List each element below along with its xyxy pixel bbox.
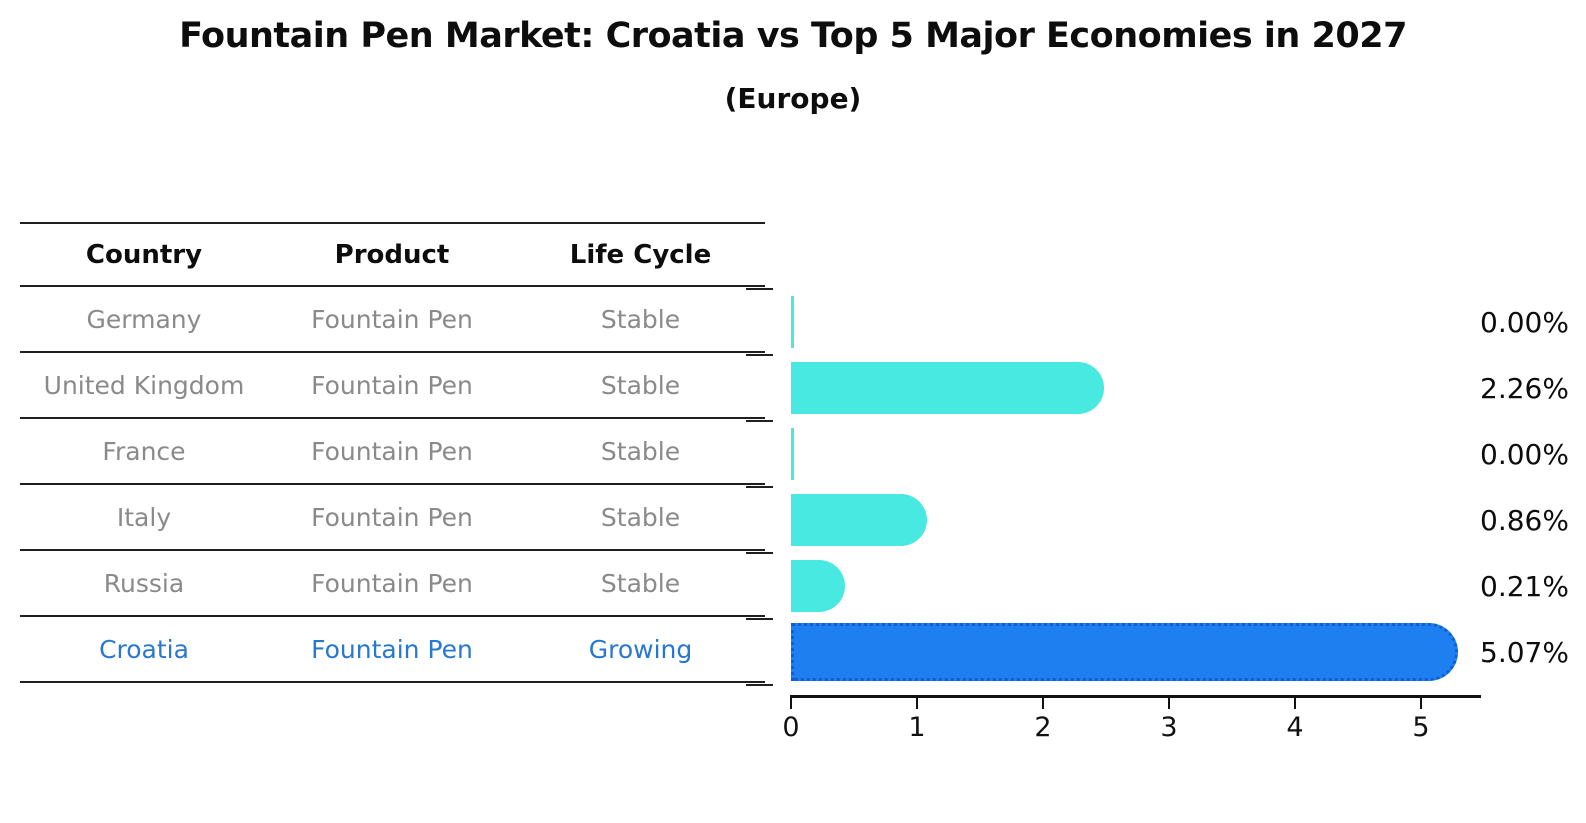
bar-value-label: 2.26%: [1480, 371, 1569, 405]
x-axis-tick-label: 1: [908, 712, 926, 743]
table-row: Italy Fountain Pen Stable: [20, 485, 765, 551]
y-axis-tick: [746, 552, 773, 554]
x-axis-tick: [790, 698, 792, 709]
cell-country: Germany: [86, 304, 202, 334]
table-row-highlighted: Croatia Fountain Pen Growing: [20, 617, 765, 683]
cell-product: Fountain Pen: [311, 634, 473, 664]
y-axis-tick: [746, 684, 773, 686]
cell-country: Croatia: [99, 634, 189, 664]
x-axis-tick: [1168, 698, 1170, 709]
cell-country: Russia: [103, 568, 185, 598]
y-axis-tick: [746, 354, 773, 356]
bar-united-kingdom: [791, 362, 1104, 414]
y-axis-tick: [746, 288, 773, 290]
cell-country: France: [102, 436, 186, 466]
page-subtitle: (Europe): [724, 82, 862, 115]
bar-value-label: 0.21%: [1480, 569, 1569, 603]
bar-russia: [791, 560, 845, 612]
table-row: Russia Fountain Pen Stable: [20, 551, 765, 617]
bar-value-label: 5.07%: [1480, 635, 1569, 669]
bar-value-label: 0.00%: [1480, 305, 1569, 339]
cell-product: Fountain Pen: [311, 370, 473, 400]
table-row: France Fountain Pen Stable: [20, 419, 765, 485]
x-axis-tick-label: 5: [1412, 712, 1430, 743]
cell-product: Fountain Pen: [311, 304, 473, 334]
cell-life-cycle: Stable: [600, 370, 681, 400]
table-row: United Kingdom Fountain Pen Stable: [20, 353, 765, 419]
x-axis-tick-label: 3: [1160, 712, 1178, 743]
x-axis-tick: [1294, 698, 1296, 709]
bar-italy: [791, 494, 927, 546]
bar-value-label: 0.86%: [1480, 503, 1569, 537]
column-header-product: Product: [334, 239, 450, 270]
cell-product: Fountain Pen: [311, 436, 473, 466]
column-header-country: Country: [85, 239, 203, 270]
x-axis-tick-label: 0: [782, 712, 800, 743]
table-header-row: Country Product Life Cycle: [20, 224, 765, 287]
cell-product: Fountain Pen: [311, 568, 473, 598]
y-axis-tick: [746, 486, 773, 488]
x-axis-tick: [1042, 698, 1044, 709]
cell-life-cycle: Stable: [600, 436, 681, 466]
bar-croatia: [791, 623, 1458, 681]
table-row: Germany Fountain Pen Stable: [20, 287, 765, 353]
column-header-life-cycle: Life Cycle: [569, 239, 712, 270]
cell-life-cycle: Stable: [600, 502, 681, 532]
bar-germany: [791, 296, 794, 348]
cell-product: Fountain Pen: [311, 502, 473, 532]
x-axis-tick-label: 2: [1034, 712, 1052, 743]
cell-country: Italy: [116, 502, 172, 532]
bar-france: [791, 428, 794, 480]
cell-country: United Kingdom: [43, 370, 245, 400]
x-axis-line: [790, 695, 1481, 698]
x-axis-tick-label: 4: [1286, 712, 1304, 743]
page-title: Fountain Pen Market: Croatia vs Top 5 Ma…: [179, 16, 1407, 56]
y-axis-tick: [746, 420, 773, 422]
y-axis-tick: [746, 618, 773, 620]
cell-life-cycle: Stable: [600, 568, 681, 598]
x-axis-tick: [916, 698, 918, 709]
x-axis-tick: [1420, 698, 1422, 709]
cell-life-cycle: Stable: [600, 304, 681, 334]
bar-value-label: 0.00%: [1480, 437, 1569, 471]
cell-life-cycle: Growing: [588, 634, 693, 664]
country-table: Country Product Life Cycle Germany Fount…: [20, 222, 765, 683]
